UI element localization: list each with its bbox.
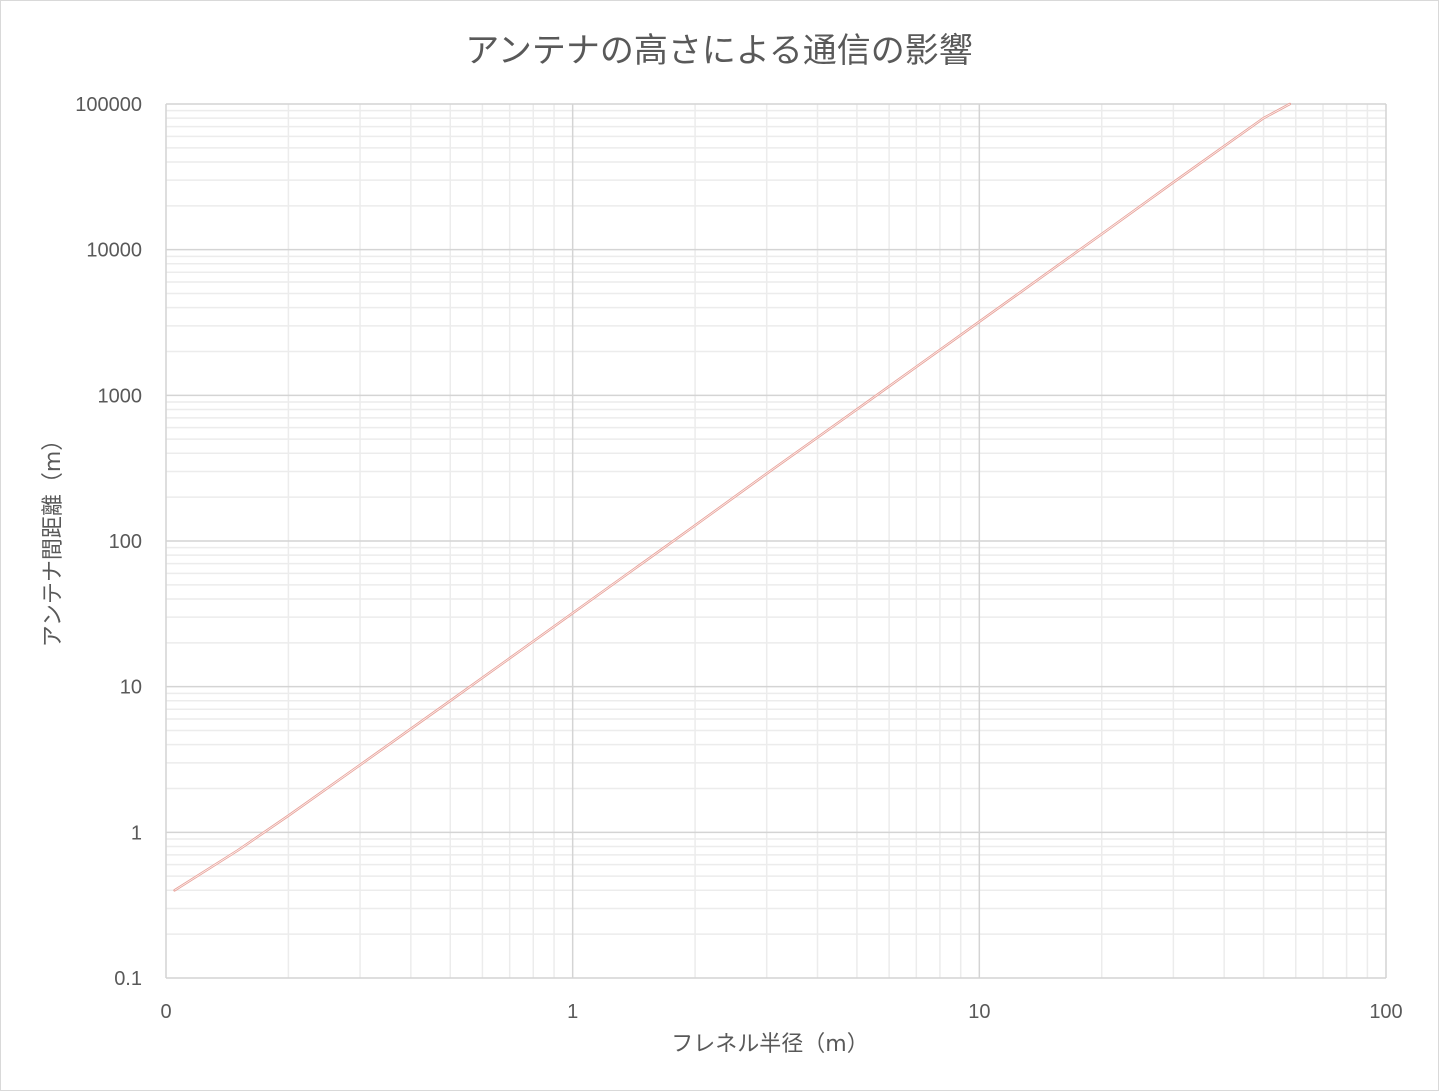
x-tick-label: 1 (567, 1001, 578, 1023)
y-tick-label: 100 (109, 531, 142, 553)
x-tick-labels: 0 1 10 100 (160, 1001, 1402, 1023)
chart-title: アンテナの高さによる通信の影響 (465, 31, 973, 71)
x-axis-title: フレネル半径（m） (671, 1032, 868, 1057)
series-layer (173, 102, 1292, 892)
x-tick-label: 0 (160, 1001, 171, 1023)
y-tick-label: 0.1 (114, 968, 142, 990)
y-tick-labels: 0.1 1 10 100 1000 10000 100000 (75, 94, 142, 990)
y-tick-label: 1000 (98, 385, 143, 407)
y-tick-label: 1 (131, 822, 142, 844)
x-tick-label: 100 (1369, 1001, 1402, 1023)
major-gridlines (165, 103, 1387, 979)
x-tick-label: 10 (968, 1001, 990, 1023)
y-tick-label: 10 (120, 677, 142, 699)
y-tick-label: 100000 (75, 94, 142, 116)
series-line-highlight (174, 103, 1290, 891)
y-tick-label: 10000 (86, 240, 142, 262)
y-axis-title: アンテナ間距離（m） (41, 429, 66, 648)
